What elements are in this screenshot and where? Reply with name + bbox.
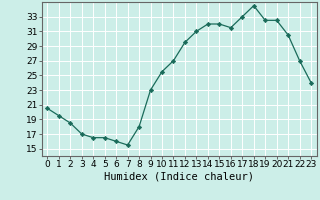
X-axis label: Humidex (Indice chaleur): Humidex (Indice chaleur) [104, 172, 254, 182]
